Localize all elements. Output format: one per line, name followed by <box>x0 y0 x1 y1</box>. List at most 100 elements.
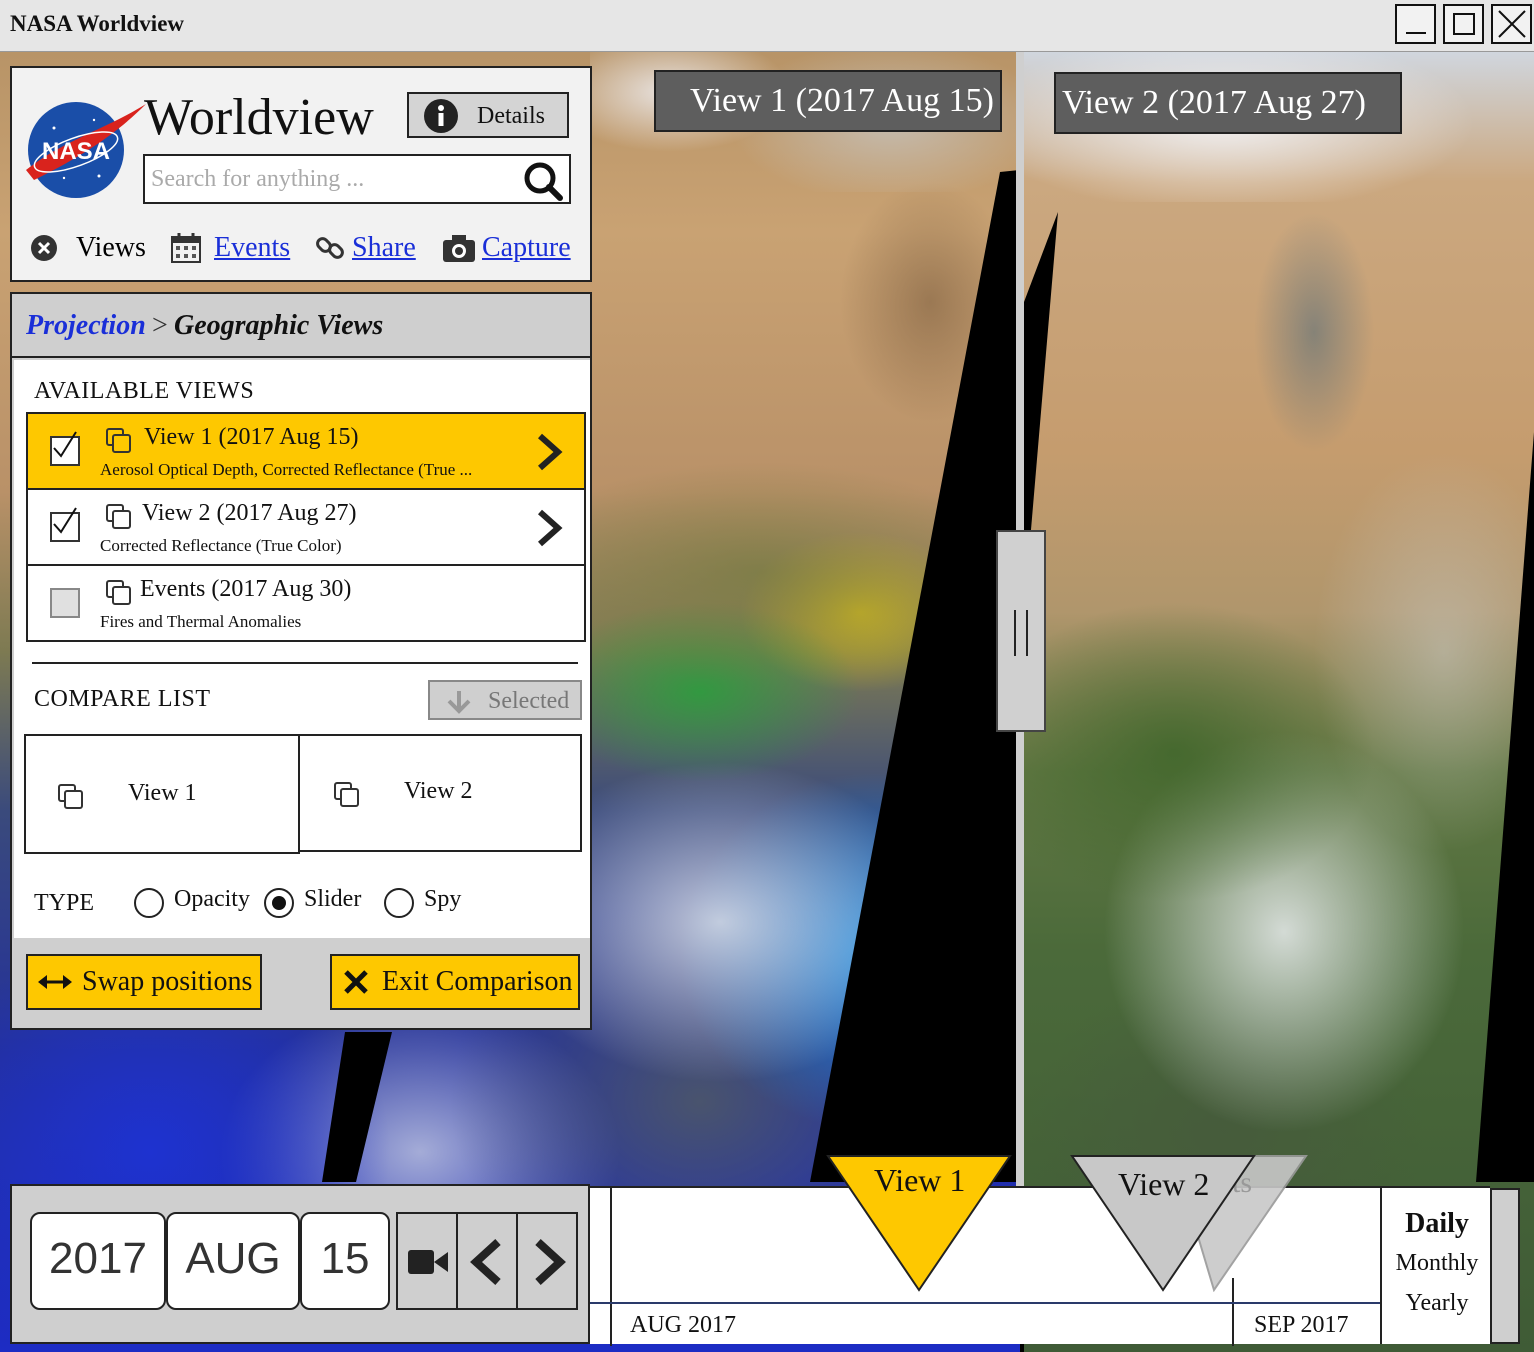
next-day-button[interactable] <box>516 1212 578 1310</box>
radio-opacity[interactable] <box>134 888 164 918</box>
animation-button[interactable] <box>396 1212 458 1310</box>
selected-label: Selected <box>488 688 570 714</box>
view-2-title: View 2 (2017 Aug 27) <box>142 500 357 526</box>
nav-capture[interactable]: Capture <box>442 228 571 268</box>
map-label-view2: View 2 (2017 Aug 27) <box>1054 72 1402 134</box>
swap-positions-button[interactable]: Swap positions <box>26 954 262 1010</box>
map-view-right <box>1024 52 1534 1352</box>
details-button[interactable]: Details <box>407 92 569 138</box>
compare-slot-view2[interactable]: View 2 <box>298 734 582 852</box>
nav-views-label: Views <box>76 232 146 263</box>
search-input[interactable] <box>151 162 511 196</box>
copy-icon <box>106 428 131 453</box>
nav-share[interactable]: Share <box>314 228 416 268</box>
view2-marker[interactable] <box>1070 1154 1256 1292</box>
brand-title: Worldview <box>144 89 374 146</box>
date-selector: 2017 AUG 15 <box>10 1184 590 1344</box>
copy-icon <box>106 580 131 605</box>
view-row-events[interactable]: Events (2017 Aug 30) Fires and Thermal A… <box>28 566 584 640</box>
search-icon[interactable] <box>523 161 563 201</box>
timeline-month-aug: AUG 2017 <box>630 1312 736 1338</box>
close-icon <box>344 970 368 994</box>
minimize-button[interactable] <box>1395 4 1436 44</box>
view1-marker[interactable] <box>826 1154 1012 1292</box>
compare-slot-view1[interactable]: View 1 <box>24 734 300 854</box>
compare-slider-handle[interactable] <box>996 530 1046 732</box>
exit-comparison-button[interactable]: Exit Comparison <box>330 954 580 1010</box>
link-icon <box>316 237 344 259</box>
radio-spy-label: Spy <box>424 886 462 912</box>
map-label-view1: View 1 (2017 Aug 15) <box>654 70 1002 132</box>
view-1-subtitle: Aerosol Optical Depth, Corrected Reflect… <box>100 460 473 479</box>
timeline[interactable]: AUG 2017 SEP 2017 <box>590 1186 1490 1346</box>
type-label: TYPE <box>34 890 94 916</box>
radio-spy[interactable] <box>384 888 414 918</box>
events-subtitle: Fires and Thermal Anomalies <box>100 612 302 631</box>
view-1-title: View 1 (2017 Aug 15) <box>144 424 359 450</box>
year-field[interactable]: 2017 <box>30 1212 166 1310</box>
timeline-month-sep: SEP 2017 <box>1254 1312 1349 1338</box>
breadcrumb-projection-link[interactable]: Projection <box>26 310 146 341</box>
compare-slot-view1-label: View 1 <box>128 780 197 806</box>
search-box <box>143 154 571 204</box>
window-titlebar: NASA Worldview <box>0 0 1534 52</box>
chevron-right-icon[interactable] <box>534 508 564 548</box>
camera-icon <box>443 235 475 262</box>
arrow-down-icon <box>447 691 471 714</box>
video-camera-icon <box>408 1250 448 1274</box>
compare-panel: Projection > Geographic Views AVAILABLE … <box>10 292 592 1030</box>
events-checkbox[interactable] <box>50 588 80 618</box>
satellite-swath-gaps <box>322 170 1534 1182</box>
chevron-right-icon[interactable] <box>534 432 564 472</box>
view2-marker-label: View 2 <box>1118 1166 1210 1202</box>
zoom-daily[interactable]: Daily <box>1405 1208 1469 1239</box>
swap-arrows-icon <box>38 975 72 989</box>
swap-positions-label: Swap positions <box>82 966 253 997</box>
logo-text: NASA <box>42 138 110 165</box>
view-2-checkbox[interactable] <box>50 507 80 542</box>
zoom-monthly[interactable]: Monthly <box>1395 1250 1479 1276</box>
exit-comparison-label: Exit Comparison <box>382 966 573 997</box>
radio-slider-label: Slider <box>304 886 362 912</box>
chevron-right-icon <box>535 1239 566 1285</box>
events-title: Events (2017 Aug 30) <box>140 576 352 602</box>
timeline-scroll-strip[interactable] <box>1490 1188 1520 1344</box>
nasa-logo-icon: NASA <box>26 102 146 198</box>
timeline-axis <box>590 1302 1380 1304</box>
selected-button[interactable]: Selected <box>428 680 582 720</box>
nav-bar: Views Events Share Capture <box>28 228 588 268</box>
timeline-zoom-selector: Daily Monthly Yearly <box>1380 1188 1490 1344</box>
info-icon <box>424 99 458 133</box>
nav-views[interactable]: Views <box>30 228 146 268</box>
previous-day-button[interactable] <box>456 1212 518 1310</box>
zoom-yearly[interactable]: Yearly <box>1405 1290 1469 1316</box>
section-divider <box>32 662 578 664</box>
nav-events[interactable]: Events <box>170 228 290 268</box>
nav-events-label: Events <box>214 232 291 263</box>
radio-opacity-label: Opacity <box>174 886 250 912</box>
month-field[interactable]: AUG <box>166 1212 300 1310</box>
view-1-checkbox[interactable] <box>50 431 80 466</box>
copy-icon <box>106 504 131 529</box>
timeline-tick <box>610 1188 612 1346</box>
breadcrumb: Projection > Geographic Views <box>12 294 590 358</box>
radio-slider[interactable] <box>264 888 294 918</box>
view1-marker-label: View 1 <box>874 1162 966 1198</box>
panel-content: AVAILABLE VIEWS View 1 (2017 Aug 15) Aer… <box>14 360 590 938</box>
close-button[interactable] <box>1491 4 1532 44</box>
close-circle-icon <box>31 235 57 261</box>
view-row-2[interactable]: View 2 (2017 Aug 27) Corrected Reflectan… <box>28 490 584 566</box>
maximize-button[interactable] <box>1443 4 1484 44</box>
view-row-1[interactable]: View 1 (2017 Aug 15) Aerosol Optical Dep… <box>28 414 584 490</box>
header-panel: NASA Worldview Details Views Events Shar… <box>10 66 592 282</box>
chevron-left-icon <box>470 1239 501 1285</box>
nav-capture-label: Capture <box>482 232 571 263</box>
checkmark-icon <box>53 431 77 458</box>
compare-list-heading: COMPARE LIST <box>34 686 211 712</box>
breadcrumb-separator: > <box>152 310 168 341</box>
window-title: NASA Worldview <box>10 11 185 36</box>
checkmark-icon <box>53 507 77 534</box>
day-field[interactable]: 15 <box>300 1212 390 1310</box>
breadcrumb-current: Geographic Views <box>174 310 384 341</box>
available-views-list: View 1 (2017 Aug 15) Aerosol Optical Dep… <box>26 412 586 642</box>
